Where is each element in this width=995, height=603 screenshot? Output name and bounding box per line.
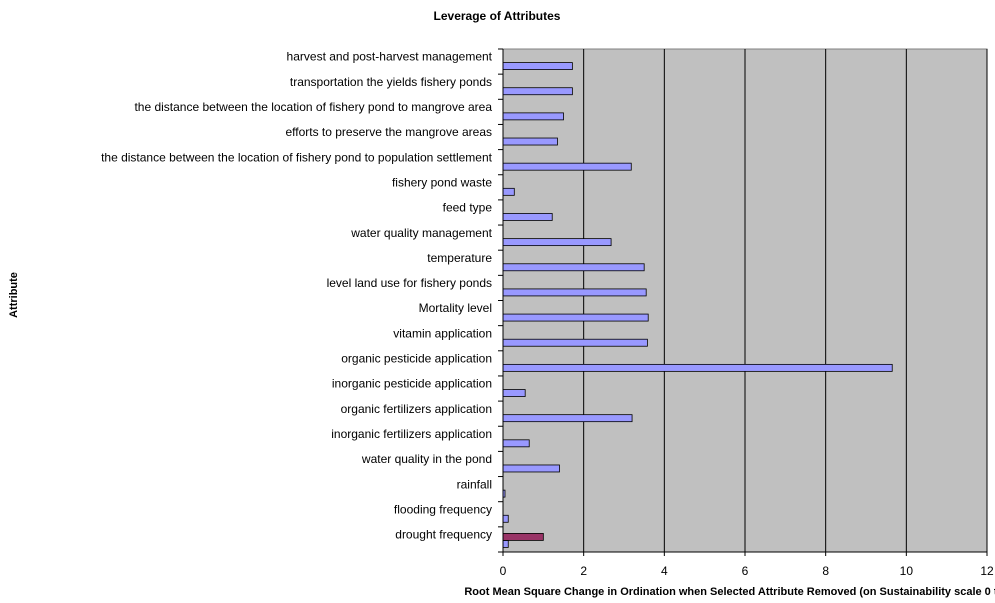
y-tick-label: level land use for fishery ponds [327, 276, 492, 290]
bar [502, 238, 612, 247]
bar [502, 162, 632, 171]
y-tick-label: organic pesticide application [341, 352, 492, 366]
y-tick-label: fishery pond waste [392, 175, 492, 189]
y-tick-label: harvest and post-harvest management [287, 50, 493, 64]
chart-title: Leverage of Attributes [434, 9, 561, 23]
x-tick-label: 8 [822, 564, 829, 578]
y-tick-label: the distance between the location of fis… [134, 100, 492, 114]
y-tick-label: drought frequency [395, 528, 492, 542]
bar [502, 389, 526, 397]
y-tick-label: vitamin application [393, 326, 492, 340]
x-tick-label: 6 [742, 564, 749, 578]
y-tick-label: flooding frequency [394, 502, 492, 516]
bar [502, 313, 649, 322]
bar [502, 439, 530, 448]
bar [502, 263, 645, 272]
bar [502, 363, 893, 372]
y-tick-label: rainfall [457, 477, 492, 491]
x-tick-label: 10 [900, 564, 914, 578]
y-tick-label: water quality in the pond [361, 452, 492, 466]
bar [502, 338, 648, 347]
bar [502, 112, 564, 121]
y-tick-label: temperature [427, 251, 492, 265]
y-tick-label: inorganic fertilizers application [331, 427, 492, 441]
bar [502, 87, 573, 96]
x-tick-label: 12 [980, 564, 994, 578]
bar [502, 414, 633, 423]
x-tick-label: 2 [580, 564, 587, 578]
bar [502, 533, 544, 541]
bar [502, 514, 509, 523]
x-axis-label: Root Mean Square Change in Ordination wh… [464, 586, 995, 598]
bar [502, 137, 558, 146]
y-axis-label: Attribute [8, 272, 20, 318]
bar [502, 540, 509, 548]
y-tick-label: organic fertilizers application [341, 402, 492, 416]
bar [502, 213, 553, 221]
y-tick-label: the distance between the location of fis… [101, 150, 493, 164]
y-tick-label: water quality management [350, 226, 492, 240]
y-tick-label: inorganic pesticide application [332, 377, 492, 391]
bar [502, 62, 573, 70]
y-tick-label: efforts to preserve the mangrove areas [285, 125, 492, 139]
bar [502, 187, 515, 196]
x-tick-label: 4 [661, 564, 668, 578]
bar [502, 464, 560, 473]
y-tick-label: Mortality level [419, 301, 492, 315]
y-tick-label: transportation the yields fishery ponds [290, 75, 492, 89]
x-tick-label: 0 [500, 564, 507, 578]
bar [502, 288, 647, 297]
y-tick-label: feed type [443, 201, 493, 215]
